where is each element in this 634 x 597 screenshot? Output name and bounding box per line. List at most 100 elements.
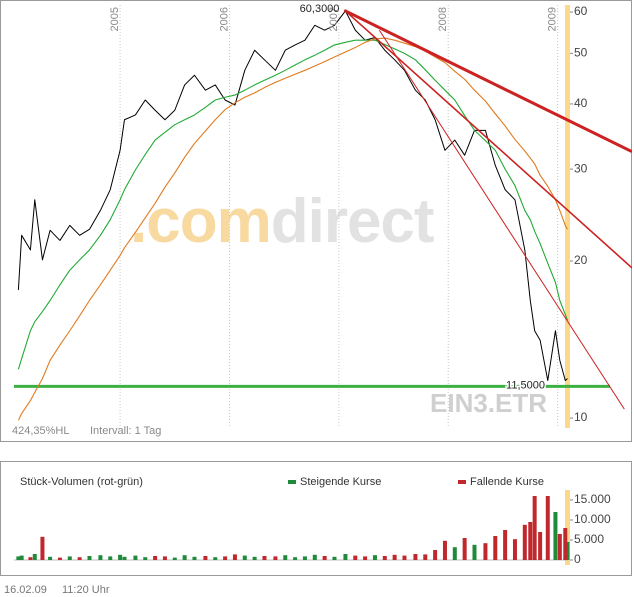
note: 424,35%HL [12, 425, 70, 437]
watermark-part: direct [271, 187, 434, 256]
volume-bar [192, 556, 197, 560]
volume-bar [283, 555, 288, 560]
volume-bar [19, 555, 24, 560]
plot-area [14, 5, 632, 428]
x-tick-label: 2009 [547, 7, 559, 31]
volume-bar [557, 534, 562, 560]
volume-bar [363, 556, 368, 560]
volume-bar [242, 555, 247, 560]
legend-swatch [458, 480, 466, 484]
x-tick-label: 2006 [218, 7, 230, 31]
volume-bar [153, 556, 158, 560]
volume-bar [472, 544, 477, 560]
footer-date: 16.02.09 [4, 584, 47, 596]
volume-bar [322, 556, 327, 560]
watermark-part: .com [130, 187, 271, 256]
volume-bar [545, 496, 550, 560]
volume-bar [382, 556, 387, 560]
volume-bar [538, 532, 543, 560]
today-marker [565, 490, 570, 565]
note: Intervall: 1 Tag [90, 425, 161, 437]
volume-bar [532, 496, 537, 560]
volume-bar [118, 554, 123, 560]
y-tick-label: 15.000 [574, 492, 611, 506]
volume-bar [28, 557, 33, 560]
volume-bar [48, 556, 53, 560]
volume-bar [332, 556, 337, 560]
watermark: .comdirect [130, 187, 434, 256]
volume-bar [353, 555, 358, 560]
price-line [17, 37, 568, 421]
y-tick-label: 60 [574, 4, 588, 18]
volume-bar [213, 557, 218, 560]
trend-line [344, 10, 632, 269]
y-tick-label: 5.000 [574, 532, 604, 546]
volume-title: Stück-Volumen (rot-grün) [20, 476, 143, 488]
footer-time: 11:20 Uhr [62, 584, 110, 596]
price-panel [0, 0, 632, 442]
volume-bar [87, 556, 92, 560]
trend-line [378, 29, 625, 410]
volume-bar [143, 557, 148, 560]
volume-bar [413, 554, 418, 560]
volume-bar [262, 556, 267, 560]
y-tick-label: 40 [574, 96, 588, 110]
volume-bar [182, 555, 187, 560]
volume-bar [293, 557, 298, 560]
volume-bar [402, 555, 407, 560]
trend-line [344, 9, 632, 154]
volume-bar [57, 557, 62, 560]
volume-bar [563, 528, 568, 560]
y-tick-label: 0 [574, 552, 581, 566]
peak-marker [343, 9, 347, 13]
volume-bar [133, 555, 138, 560]
y-tick-label: 10.000 [574, 512, 611, 526]
volume-bar [122, 556, 127, 560]
y-tick-label: 10 [574, 410, 588, 424]
volume-bar [252, 556, 257, 560]
x-tick-label: 2008 [437, 7, 449, 31]
volume-bar [232, 554, 237, 560]
y-tick-label: 20 [574, 253, 588, 267]
volume-bar [442, 540, 447, 560]
volume-bar [522, 524, 527, 560]
volume-bar [108, 556, 113, 560]
legend-label: Steigende Kurse [300, 476, 381, 488]
volume-bar [67, 556, 72, 560]
volume-bar [343, 554, 348, 560]
volume-bar [503, 530, 508, 560]
volume-bar [565, 542, 570, 560]
volume-bar [483, 543, 488, 560]
legend-swatch [288, 480, 296, 484]
volume-bar [77, 557, 82, 560]
volume-bar [32, 554, 37, 560]
y-tick-label: 30 [574, 161, 588, 175]
volume-bar [273, 556, 278, 560]
today-marker [565, 5, 570, 428]
volume-bar [223, 556, 228, 560]
y-tick-label: 50 [574, 46, 588, 60]
volume-bar [162, 556, 167, 560]
volume-bar [203, 556, 208, 560]
volume-bar [372, 555, 377, 560]
volume-bar [553, 512, 558, 560]
price-line [17, 10, 568, 382]
price-line [17, 39, 568, 370]
volume-bar [392, 554, 397, 560]
volume-bar [433, 550, 438, 560]
volume-bar [172, 557, 177, 560]
volume-bar [462, 538, 467, 560]
symbol: EIN3.ETR [430, 388, 547, 418]
volume-bar [512, 539, 517, 560]
x-tick-label: 2005 [109, 7, 121, 31]
volume-bar [98, 555, 103, 560]
volume-bar [493, 536, 498, 560]
support-label: 11,5000 [506, 379, 545, 391]
volume-bar [16, 556, 21, 560]
volume-bar [423, 554, 428, 560]
volume-bar [302, 556, 307, 560]
volume-bar [528, 522, 533, 560]
volume-bar [312, 554, 317, 560]
